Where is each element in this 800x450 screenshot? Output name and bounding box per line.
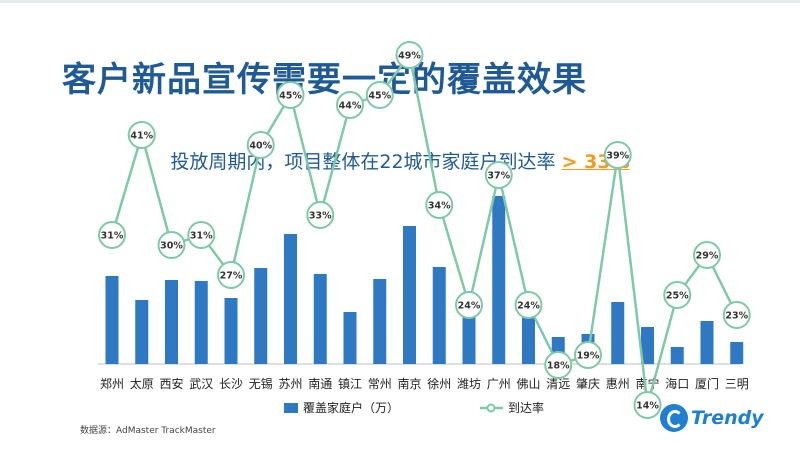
category-label: 清远 (546, 377, 570, 391)
bar-3 (165, 280, 178, 364)
trendy-logo-icon (660, 404, 688, 432)
bar-11 (403, 226, 416, 364)
bar-4 (194, 281, 208, 364)
category-label: 潍坊 (457, 376, 481, 391)
bar-22 (730, 342, 744, 364)
reach-rate-label: 24% (458, 301, 481, 312)
category-label: 佛山 (516, 377, 540, 391)
reach-rate-point (544, 351, 573, 379)
reach-rate-point (484, 161, 513, 189)
category-label: 武汉 (189, 377, 213, 391)
reach-rate-label: 49% (398, 51, 421, 62)
bar-21 (700, 321, 714, 364)
reach-rate-point (187, 221, 216, 249)
bar-10 (373, 279, 387, 364)
reach-rate-point (455, 291, 483, 319)
reach-rate-point (663, 281, 692, 309)
brand-logo: Trendy (660, 404, 764, 432)
reach-rate-point (127, 121, 156, 149)
category-label: 惠州 (606, 377, 630, 391)
category-label: 南京 (397, 376, 421, 391)
legend-line-marker (486, 403, 496, 413)
reach-rate-label: 30% (160, 241, 183, 252)
category-label: 长沙 (219, 377, 243, 391)
reach-rate-point (514, 291, 543, 319)
reach-rate-label: 34% (428, 201, 451, 212)
reach-rate-label: 23% (725, 311, 748, 322)
reach-rate-point (306, 201, 335, 229)
category-label: 厦门 (695, 376, 719, 391)
reach-rate-point (276, 81, 305, 109)
bar-19 (641, 327, 654, 364)
bar-9 (343, 312, 357, 364)
reach-rate-label: 29% (696, 251, 719, 262)
reach-rate-label: 24% (517, 301, 540, 312)
bar-7 (284, 234, 297, 364)
category-label: 郑州 (100, 376, 124, 391)
bar-20 (670, 347, 684, 364)
reach-rate-point (693, 241, 721, 269)
reach-rate-line (110, 51, 738, 406)
reach-rate-label: 44% (339, 101, 362, 112)
reach-rate-label: 33% (309, 211, 332, 222)
bar-1 (105, 276, 119, 364)
category-label: 苏州 (278, 377, 302, 391)
reach-rate-label: 18% (547, 361, 570, 372)
legend-line-label: 到达率 (508, 400, 544, 415)
category-label: 肇庆 (576, 376, 600, 391)
reach-rate-point (157, 231, 186, 259)
reach-rate-point (336, 91, 364, 119)
reach-rate-label: 40% (249, 141, 272, 152)
bar-14 (492, 196, 506, 364)
reach-rate-point (98, 221, 126, 249)
category-label: 徐州 (427, 376, 451, 391)
category-label: 镇江 (338, 377, 362, 391)
page-title: 客户新品宣传需要一定的覆盖效果 (62, 60, 587, 100)
reach-rate-label: 41% (130, 131, 153, 142)
reach-rate-label: 19% (577, 351, 600, 362)
reach-rate-label: 14% (636, 401, 659, 412)
brand-name: Trendy (691, 407, 764, 429)
bar-8 (313, 274, 327, 364)
reach-rate-point (246, 131, 275, 159)
reach-rate-label: 27% (220, 271, 243, 282)
top-rule (0, 0, 800, 3)
reach-rate-point (425, 191, 454, 219)
category-label: 常州 (368, 377, 392, 391)
category-label: 海口 (665, 376, 689, 391)
bar-18 (611, 302, 625, 364)
reach-rate-point (365, 81, 394, 109)
reach-rate-point (603, 141, 632, 169)
legend-bar-label: 覆盖家庭户（万） (303, 400, 399, 415)
reach-rate-point (574, 341, 602, 369)
source-note: 数据源：AdMaster TrackMaster (80, 426, 216, 436)
reach-rate-point (395, 41, 424, 69)
reach-rate-point (633, 391, 662, 419)
bar-12 (432, 267, 446, 364)
category-label: 西安 (159, 376, 183, 391)
category-label: 三明 (725, 377, 749, 391)
reach-rate-label: 45% (368, 91, 391, 102)
reach-rate-point (722, 301, 751, 329)
reach-rate-point (217, 261, 245, 289)
category-label: 南通 (308, 376, 332, 391)
reach-rate-label: 37% (487, 171, 510, 182)
reach-rate-label: 31% (101, 231, 124, 242)
bar-2 (135, 300, 149, 364)
bar-6 (254, 268, 268, 364)
bar-5 (224, 298, 238, 364)
reach-rate-label: 31% (190, 231, 213, 242)
category-label: 太原 (130, 376, 154, 391)
reach-rate-label: 45% (279, 91, 302, 102)
reach-rate-label: 25% (666, 291, 689, 302)
category-label: 广州 (487, 377, 511, 391)
reach-rate-label: 39% (606, 151, 629, 162)
category-label: 无锡 (249, 376, 273, 391)
legend-bar-swatch (284, 403, 298, 413)
